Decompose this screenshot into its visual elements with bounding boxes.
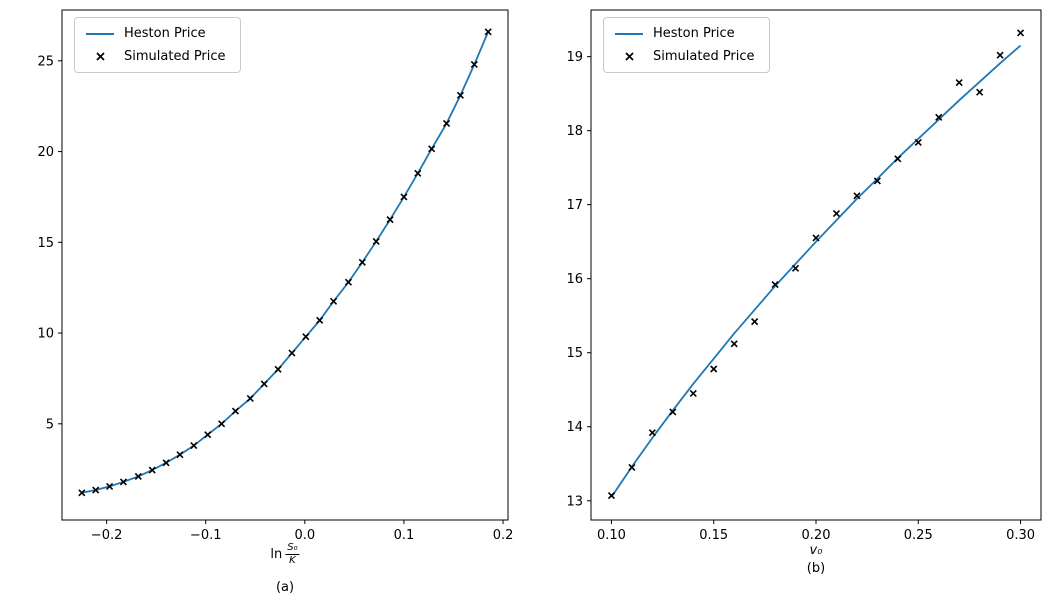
y-tick-label: 15 [37, 236, 54, 251]
caption-b: (b) [806, 561, 826, 576]
y-tick-label: 14 [566, 420, 583, 435]
x-tick-label: −0.2 [91, 528, 123, 543]
y-tick-label: 5 [46, 417, 54, 432]
xlabel-b-text: v₀ [809, 543, 823, 558]
legend-item-simulated-price: Simulated Price [614, 49, 755, 64]
y-tick-label: 18 [566, 124, 583, 139]
legend-a: Heston Price Simulated Price [74, 17, 241, 73]
x-tick-label: 0.10 [597, 528, 626, 543]
y-tick-label: 15 [566, 346, 583, 361]
x-marker-icon [614, 51, 644, 62]
subplot-b: 0.10 0.15 0.20 0.25 0.30 13 14 15 16 17 18 19 [566, 9, 1042, 543]
legend-label-heston: Heston Price [653, 26, 735, 41]
y-tick-label: 10 [37, 327, 54, 342]
axes-box [61, 9, 509, 521]
y-tick-label: 19 [566, 50, 583, 65]
x-tick-label: 0.25 [904, 528, 933, 543]
legend-b: Heston Price Simulated Price [603, 17, 770, 73]
legend-label-simulated: Simulated Price [653, 49, 755, 64]
line-sample-icon [85, 32, 115, 35]
simulated-price-markers [78, 28, 492, 497]
xlabel-a-prefix: ln [270, 547, 283, 562]
x-tick-label: 0.20 [802, 528, 831, 543]
subplot-a: −0.2 −0.1 0.0 0.1 0.2 5 10 15 20 25 [37, 9, 514, 543]
x-tick-label: 0.30 [1006, 528, 1035, 543]
x-tick-label: 0.0 [294, 528, 315, 543]
x-tick-label: 0.2 [493, 528, 514, 543]
caption-a: (a) [275, 580, 295, 595]
xlabel-a-numerator: S₀ [285, 542, 300, 555]
xlabel-a: ln S₀ K [270, 542, 300, 567]
legend-label-heston: Heston Price [124, 26, 206, 41]
legend-item-heston-price: Heston Price [85, 26, 226, 41]
x-tick-label: 0.1 [394, 528, 415, 543]
x-marker-icon [85, 51, 115, 62]
heston-price-line [610, 44, 1022, 498]
x-tick-label: −0.1 [190, 528, 222, 543]
y-tick-label: 20 [37, 145, 54, 160]
y-tick-label: 17 [566, 198, 583, 213]
legend-item-simulated-price: Simulated Price [85, 49, 226, 64]
legend-item-heston-price: Heston Price [614, 26, 755, 41]
heston-price-line [81, 31, 490, 494]
legend-label-simulated: Simulated Price [124, 49, 226, 64]
y-tick-label: 13 [566, 494, 583, 509]
y-tick-label: 16 [566, 272, 583, 287]
x-tick-label: 0.15 [699, 528, 728, 543]
xlabel-a-denominator: K [289, 555, 296, 566]
line-sample-icon [614, 32, 644, 35]
xlabel-b: v₀ [810, 544, 823, 557]
xlabel-a-fraction: S₀ K [285, 542, 300, 567]
y-tick-label: 25 [37, 54, 54, 69]
simulated-price-markers [607, 29, 1025, 500]
